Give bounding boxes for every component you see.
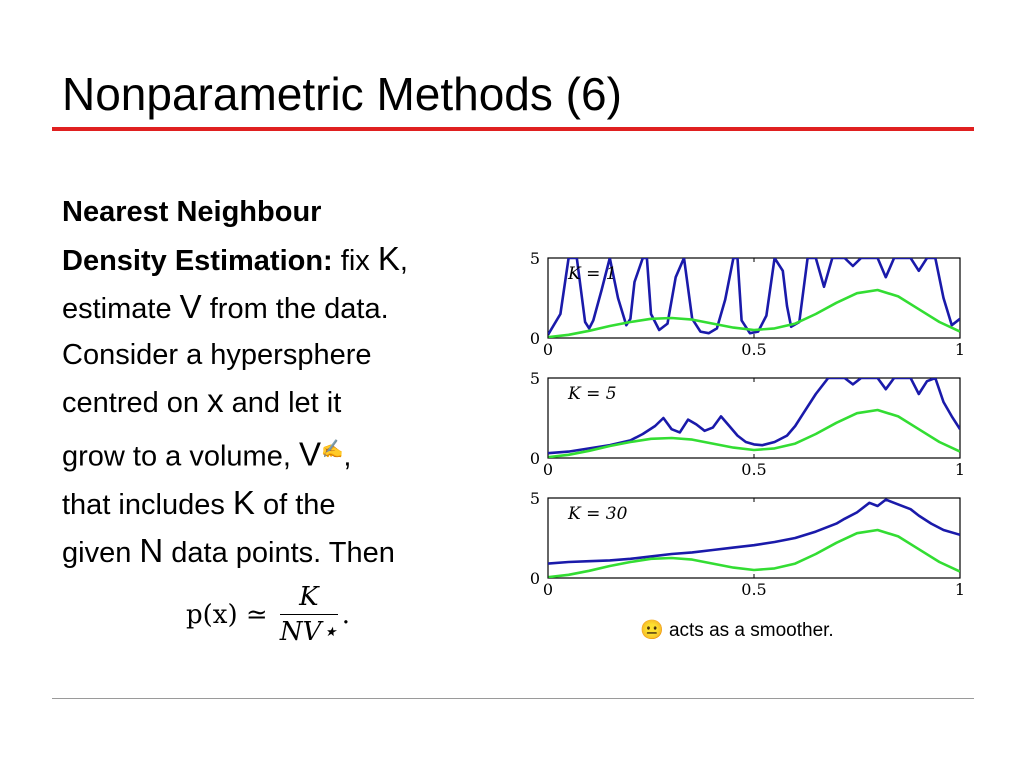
plot-0-ytick-label-0: 0: [530, 329, 540, 348]
heading-line-2: Density Estimation:: [62, 244, 333, 277]
text-grow: grow to a volume,: [62, 440, 299, 473]
plot-2-true-density-line: [548, 528, 960, 578]
plot-1-estimate-line: [548, 378, 960, 455]
plot-2-estimate-line: [548, 498, 960, 565]
footer-rule: [52, 698, 974, 699]
text-data-points: data points. Then: [163, 537, 395, 570]
text-fix: fix: [332, 244, 378, 277]
plot-0-xtick-label-0: 0: [543, 340, 553, 359]
plot-0-xtick-label-2: 1: [955, 340, 965, 359]
text-includes: that includes: [62, 488, 233, 521]
slide-title: Nonparametric Methods (6): [62, 68, 622, 120]
text-from-data: from the data.: [201, 293, 389, 325]
plot-2-xtick-label-2: 1: [955, 580, 965, 599]
caption-text: acts as a smoother.: [663, 620, 834, 641]
symbol-v: V: [179, 288, 202, 325]
formula-lhs: p(x) ≃: [186, 599, 268, 630]
formula-denominator: NV⋆: [279, 617, 338, 647]
body-line-4: Consider a hypersphere: [62, 338, 372, 371]
plot-2-ytick-label-1: 5: [530, 489, 540, 508]
plot-1-ytick-label-0: 0: [530, 449, 540, 468]
plot-1-true-density-line: [548, 408, 960, 458]
neutral-face-icon: 😐: [640, 620, 664, 641]
title-underline: [52, 127, 974, 131]
body-line-3: estimate V from the data.: [62, 284, 492, 333]
body-line-2: Density Estimation: fix K,: [62, 236, 492, 285]
plot-1-xtick-label-0: 0: [543, 460, 553, 479]
formula-numerator: K: [279, 582, 338, 615]
symbol-v-star: V: [298, 435, 321, 473]
text-comma-2: ,: [343, 440, 352, 473]
plot-1-annotation: K = 5: [567, 384, 617, 404]
body-line-8: given N data points. Then: [62, 528, 492, 577]
symbol-k-2: K: [232, 483, 255, 521]
text-of-the: of the: [254, 488, 336, 521]
symbol-k: K: [377, 239, 400, 277]
plot-1-xtick-label-1: 0.5: [741, 460, 766, 479]
plot-2-xtick-label-1: 0.5: [741, 580, 766, 599]
body-line-5: centred on x and let it: [62, 378, 492, 427]
plot-2-annotation: K = 30: [567, 504, 628, 524]
symbol-n: N: [139, 532, 164, 570]
plot-1-ytick-label-1: 5: [530, 369, 540, 388]
body-line-6: grow to a volume, V✍,: [62, 427, 492, 480]
plot-0-true-density-line: [548, 288, 960, 338]
formula-trail: .: [341, 599, 350, 630]
plot-1-xtick-label-2: 1: [955, 460, 965, 479]
plot-2-xtick-label-0: 0: [543, 580, 553, 599]
caption: 😐 acts as a smoother.: [640, 618, 834, 642]
plot-2-ytick-label-0: 0: [530, 569, 540, 588]
plot-0-estimate-line: [548, 258, 960, 336]
formula-fraction: K NV⋆: [279, 582, 338, 647]
symbol-x: x: [207, 382, 224, 419]
body-text: Nearest Neighbour Density Estimation: fi…: [62, 190, 492, 577]
text-let-it: and let it: [223, 387, 342, 419]
heading-line-1: Nearest Neighbour: [62, 196, 322, 228]
star-glyph-icon: ✍: [320, 438, 344, 459]
plot-0-xtick-label-1: 0.5: [741, 340, 766, 359]
density-formula: p(x) ≃ K NV⋆ .: [186, 582, 350, 647]
text-given: given: [62, 537, 140, 570]
plot-0-ytick-label-1: 5: [530, 249, 540, 268]
text-comma: ,: [399, 244, 408, 277]
body-line-7: that includes K of the: [62, 480, 492, 529]
text-centred: centred on: [62, 387, 208, 419]
text-estimate: estimate: [62, 293, 180, 325]
plot-0-annotation: K = 1: [567, 264, 617, 284]
